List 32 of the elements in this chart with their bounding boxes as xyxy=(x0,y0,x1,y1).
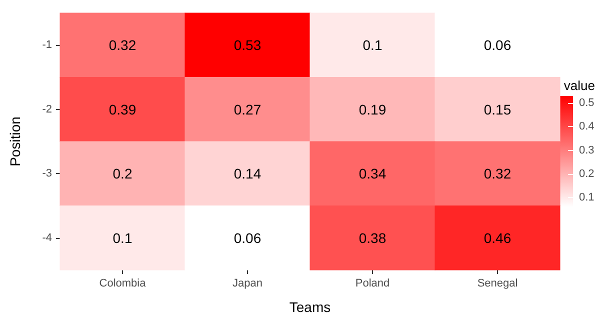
y-tick-label: -4 xyxy=(42,232,52,244)
y-tick-label: -3 xyxy=(42,168,52,180)
x-tick-label: Colombia xyxy=(99,278,147,290)
data-label: 0.27 xyxy=(234,101,262,118)
data-label: 0.38 xyxy=(358,230,386,246)
x-tick-label: Senegal xyxy=(477,278,518,290)
color-bar-label: 0.5 xyxy=(579,97,594,110)
data-label: 0.39 xyxy=(108,101,136,118)
data-label: 0.15 xyxy=(484,101,512,118)
data-label: 0.06 xyxy=(484,37,512,54)
y-tick-label: -1 xyxy=(42,39,52,52)
y-tick-label: -2 xyxy=(42,103,52,116)
y-axis-title: Position xyxy=(7,116,23,166)
data-label: 0.19 xyxy=(358,101,386,118)
x-tick-label: Japan xyxy=(232,278,262,290)
data-label: 0.32 xyxy=(484,166,512,182)
data-label: 0.06 xyxy=(234,230,262,246)
data-label: 0.32 xyxy=(108,37,136,54)
color-bar-label: 0.1 xyxy=(579,192,594,204)
data-label: 0.14 xyxy=(234,166,262,182)
color-bar-label: 0.2 xyxy=(579,168,594,180)
data-label: 0.1 xyxy=(362,37,382,54)
data-label: 0.2 xyxy=(112,166,132,182)
color-bar-title: value xyxy=(564,78,595,93)
data-label: 0.34 xyxy=(358,166,386,182)
x-tick-label: Poland xyxy=(355,278,390,290)
data-label: 0.53 xyxy=(234,37,262,54)
color-bar-label: 0.4 xyxy=(579,120,594,133)
color-bar-label: 0.3 xyxy=(579,144,594,156)
x-axis-title: Teams xyxy=(289,299,331,315)
data-label: 0.1 xyxy=(112,230,132,246)
data-label: 0.46 xyxy=(484,230,512,246)
